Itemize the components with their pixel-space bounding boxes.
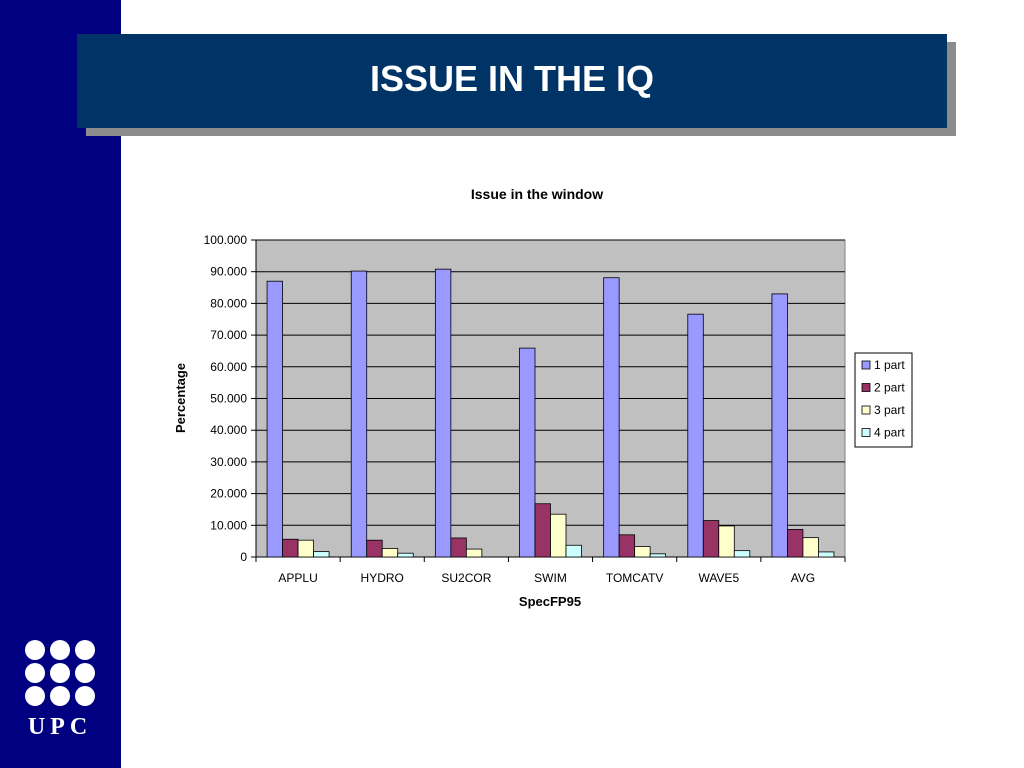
x-tick-label: SU2COR xyxy=(441,571,491,585)
y-tick-label: 30.000 xyxy=(210,455,247,469)
bar xyxy=(771,293,788,558)
y-axis-label: Percentage xyxy=(173,363,188,433)
bar xyxy=(366,539,383,558)
logo-dot xyxy=(25,686,45,706)
upc-logo: UPC xyxy=(22,638,98,741)
bar xyxy=(687,313,704,558)
bar xyxy=(802,537,819,558)
legend: 1 part 2 part 3 part 4 part xyxy=(854,352,913,448)
legend-swatch xyxy=(861,428,871,437)
logo-dot xyxy=(75,663,95,683)
x-tick-label: TOMCATV xyxy=(606,571,664,585)
logo-dot xyxy=(75,686,95,706)
bar xyxy=(534,503,551,558)
y-tick-label: 0 xyxy=(240,550,247,564)
x-tick-label: WAVE5 xyxy=(698,571,739,585)
bar xyxy=(733,550,751,558)
bar xyxy=(649,553,667,558)
x-tick-label: AVG xyxy=(791,571,815,585)
logo-dot xyxy=(25,663,45,683)
y-tick-label: 90.000 xyxy=(210,265,247,279)
y-tick-label: 100.000 xyxy=(204,233,248,247)
bar xyxy=(313,551,330,558)
legend-label: 4 part xyxy=(874,426,905,440)
bar xyxy=(282,538,299,558)
legend-swatch xyxy=(861,360,871,370)
logo-text: UPC xyxy=(27,714,93,740)
logo-dot xyxy=(75,640,95,660)
bar xyxy=(350,270,368,558)
legend-label: 2 part xyxy=(874,381,905,395)
x-tick-label: APPLU xyxy=(278,571,317,585)
bar xyxy=(603,277,620,558)
logo-dot xyxy=(25,640,45,660)
bar xyxy=(618,534,636,558)
bar xyxy=(787,529,804,558)
legend-label: 3 part xyxy=(874,403,905,417)
y-tick-label: 80.000 xyxy=(210,296,247,310)
slide-title: ISSUE IN THE IQ xyxy=(369,58,655,99)
y-tick-label: 70.000 xyxy=(210,328,247,342)
bar xyxy=(818,551,835,558)
bar xyxy=(297,539,314,558)
y-tick-label: 50.000 xyxy=(210,392,247,406)
legend-swatch xyxy=(861,383,871,392)
y-tick-label: 10.000 xyxy=(210,518,247,532)
bar xyxy=(381,548,399,558)
chart-title: Issue in the window xyxy=(471,186,603,202)
plot-area: 0 10.000 20.000 30.000 40.000 50.000 60.000 70.… xyxy=(204,233,846,585)
title-bar: ISSUE IN THE IQ xyxy=(77,34,947,128)
logo-dot xyxy=(50,686,70,706)
bar xyxy=(718,525,735,558)
bar xyxy=(550,513,567,558)
bar xyxy=(434,268,452,558)
logo-dot xyxy=(50,663,70,683)
y-tick-label: 40.000 xyxy=(210,423,247,437)
bar xyxy=(465,548,483,558)
logo-dot xyxy=(50,640,70,660)
x-tick-label: SWIM xyxy=(534,571,567,585)
y-tick-label: 20.000 xyxy=(210,487,247,501)
bar xyxy=(634,546,651,558)
bar xyxy=(266,280,283,558)
y-tick-label: 60.000 xyxy=(210,360,247,374)
bar xyxy=(450,537,467,558)
logo-dots xyxy=(22,638,98,708)
x-tick-label: HYDRO xyxy=(361,571,404,585)
bar xyxy=(702,520,720,558)
bar xyxy=(519,347,536,558)
bar xyxy=(397,552,414,558)
bar xyxy=(565,544,582,558)
legend-swatch xyxy=(861,405,871,415)
x-axis-label: SpecFP95 xyxy=(519,594,581,609)
legend-label: 1 part xyxy=(874,358,905,372)
